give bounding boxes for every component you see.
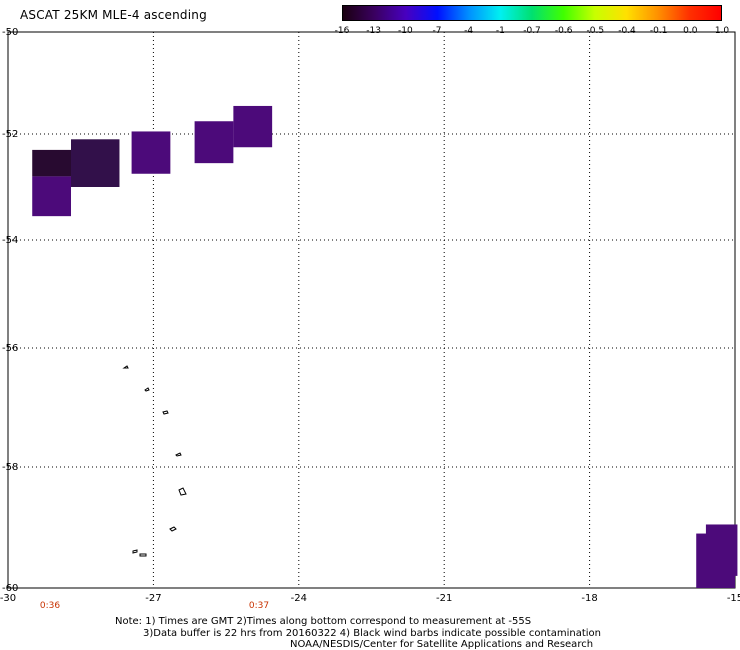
island-outline bbox=[132, 549, 138, 554]
island-outlines bbox=[122, 365, 187, 557]
wind-data-cell bbox=[32, 176, 72, 217]
wind-data-cell bbox=[32, 149, 72, 177]
longitude-label: -21 bbox=[436, 593, 453, 604]
colorbar-tick: -7 bbox=[432, 26, 442, 36]
longitude-label: -18 bbox=[581, 593, 598, 604]
colorbar-tick: -10 bbox=[397, 26, 413, 36]
latitude-label: -54 bbox=[2, 235, 19, 246]
time-label-second: 0:37 bbox=[248, 601, 270, 611]
island-outline bbox=[139, 553, 147, 557]
latitude-label: -52 bbox=[2, 129, 19, 140]
note-line-2: 3)Data buffer is 22 hrs from 20160322 4)… bbox=[143, 628, 601, 639]
colorbar-tick: -13 bbox=[366, 26, 382, 36]
latitude-label: -50 bbox=[2, 27, 19, 38]
longitude-label: -24 bbox=[290, 593, 307, 604]
island-outline bbox=[175, 452, 182, 457]
colorbar-tick: -0.6 bbox=[554, 26, 573, 36]
latitude-label: -60 bbox=[2, 583, 19, 594]
wind-data-cell bbox=[705, 524, 738, 576]
island-outline bbox=[178, 487, 187, 496]
wind-data-cell bbox=[233, 105, 273, 148]
colorbar-tick: -0.7 bbox=[523, 26, 541, 36]
colorbar-tick: 0.0 bbox=[683, 26, 698, 36]
island-outline bbox=[162, 410, 169, 415]
graticule bbox=[8, 32, 735, 588]
note-line-1: Note: 1) Times are GMT 2)Times along bot… bbox=[115, 616, 532, 627]
colorbar-tick: -0.5 bbox=[586, 26, 605, 36]
note-line-3: NOAA/NESDIS/Center for Satellite Applica… bbox=[290, 639, 594, 650]
island-outline bbox=[122, 365, 129, 369]
colorbar-tick: -1 bbox=[495, 26, 505, 36]
colorbar-tick: -16 bbox=[334, 26, 350, 36]
longitude-label: -30 bbox=[0, 593, 17, 604]
island-outline bbox=[169, 526, 177, 532]
colorbar bbox=[342, 5, 722, 21]
island-outline bbox=[144, 387, 150, 392]
colorbar-tick: -0.1 bbox=[649, 26, 668, 36]
wind-data-cell bbox=[71, 139, 120, 187]
colorbar-tick: -0.4 bbox=[618, 26, 636, 36]
time-label-first: 0:36 bbox=[39, 601, 61, 611]
longitude-label: -27 bbox=[145, 593, 162, 604]
wind-data-cell bbox=[131, 131, 171, 174]
colorbar-tick: -4 bbox=[464, 26, 474, 36]
plot-frame bbox=[7, 31, 736, 589]
latitude-label: -58 bbox=[2, 462, 19, 473]
latitude-label: -56 bbox=[2, 343, 19, 354]
wind-data-cells bbox=[32, 105, 738, 588]
colorbar-tick: 1.0 bbox=[714, 26, 730, 36]
longitude-label: -15 bbox=[726, 593, 740, 604]
wind-data-cell bbox=[194, 121, 234, 164]
plot-title: ASCAT 25KM MLE-4 ascending bbox=[20, 8, 207, 22]
